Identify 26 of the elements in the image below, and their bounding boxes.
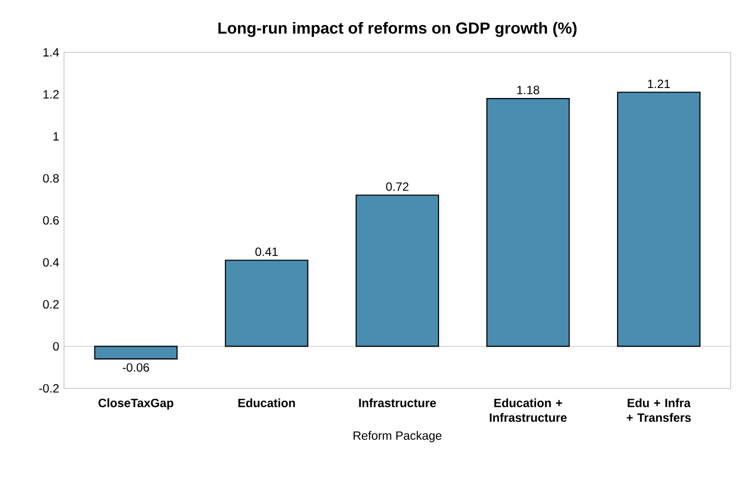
x-tick-label: Education + Infrastructure	[490, 398, 567, 422]
data-label: 0.41	[255, 247, 278, 256]
y-tick-label: 0.4	[43, 258, 59, 267]
bar	[94, 346, 178, 360]
y-tick-label: 0	[53, 342, 59, 351]
y-tick-label: 0.6	[43, 216, 59, 225]
y-tick-label: 0.8	[43, 174, 59, 183]
y-tick-label: 1.4	[44, 48, 59, 56]
bar	[617, 92, 700, 347]
x-tick-label: Infrastructure	[359, 398, 436, 408]
y-tick-label: 0.2	[43, 300, 59, 309]
data-label: 1.18	[517, 86, 540, 94]
bar	[356, 194, 440, 347]
data-label: -0.06	[122, 363, 150, 372]
x-axis-title: Reform Package	[354, 431, 442, 442]
x-tick-label: Education	[238, 398, 295, 408]
y-tick-label: -0.2	[39, 384, 59, 393]
x-tick-label: Edu + Infra + Transfers	[626, 398, 691, 422]
data-label: 0.72	[386, 182, 408, 191]
y-tick-label: 1.2	[44, 90, 59, 99]
chart-title: Long-run impact of reforms on GDP growth (%)	[218, 22, 577, 37]
y-tick-label: 1	[54, 132, 59, 140]
data-label: 1.21	[648, 80, 670, 88]
bar	[224, 260, 308, 347]
x-tick-label: CloseTaxGap	[98, 398, 174, 410]
bar	[486, 98, 570, 347]
